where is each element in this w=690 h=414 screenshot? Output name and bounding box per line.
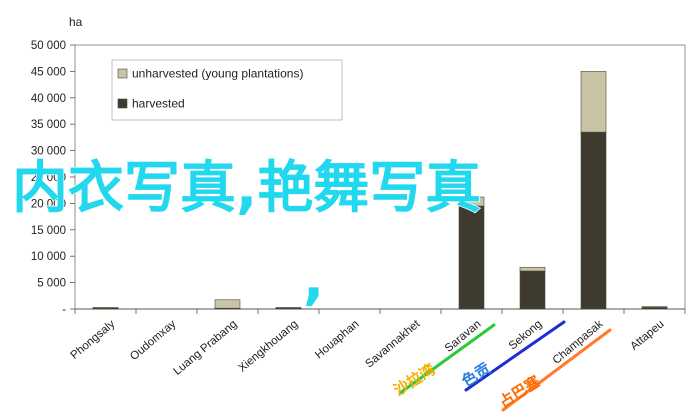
legend: unharvested (young plantations) harvested [111, 59, 343, 121]
x-tick-label: Attapeu [628, 318, 666, 353]
overlay-tag: 沙拉湾 [391, 360, 439, 399]
y-tick-label: 5 000 [37, 278, 66, 290]
overlay-stroke [398, 323, 496, 395]
x-tick-label: Luang Prabang [171, 318, 239, 378]
bar-segment [519, 270, 546, 310]
y-tick-label: 20 000 [31, 198, 66, 210]
legend-label: unharvested (young plantations) [132, 67, 303, 81]
y-tick-label: 25 000 [31, 172, 66, 184]
x-tick-label: Phongsaly [69, 318, 118, 362]
legend-box [111, 59, 343, 121]
y-tick-label: 10 000 [31, 251, 66, 263]
x-tick-label: Oudomxay [128, 318, 179, 363]
bar-segment [458, 196, 485, 207]
bar-segment [214, 299, 241, 309]
bar-segment [92, 307, 119, 309]
y-unit-label: ha [69, 15, 83, 29]
overlay-tag: 色贡 [459, 359, 494, 390]
x-tick-label: Xiengkhouang [236, 318, 300, 374]
overlay-headline: 内衣写真,艳舞写真 [12, 156, 481, 221]
overlay-tag: 占巴塞 [496, 372, 545, 412]
y-tick-label: - [62, 304, 66, 316]
legend-swatch [117, 68, 128, 79]
y-tick-label: 30 000 [31, 146, 66, 158]
x-tick-label: Savannakhet [363, 318, 423, 371]
y-tick-label: 15 000 [31, 225, 66, 237]
bar-segment [580, 71, 607, 133]
bar-segment [275, 307, 302, 309]
y-tick-label: 35 000 [31, 119, 66, 131]
bar-segment [519, 266, 546, 272]
legend-swatch [117, 98, 128, 109]
legend-label: harvested [132, 97, 185, 111]
bar-segment [580, 131, 607, 310]
y-tick-label: 50 000 [31, 40, 66, 52]
bars [92, 71, 668, 310]
overlay-comma: , [303, 247, 324, 312]
overlay-stroke [501, 328, 612, 412]
bar-segment [641, 306, 668, 308]
y-tick-label: 40 000 [31, 93, 66, 105]
bar-segment [458, 205, 485, 310]
overlay: 内衣写真,艳舞写真, 沙拉湾 色贡 占巴塞 [11, 155, 612, 412]
x-tick-label: Houaphan [313, 318, 361, 361]
y-tick-label: 45 000 [31, 66, 66, 78]
overlay-stroke [464, 320, 566, 392]
